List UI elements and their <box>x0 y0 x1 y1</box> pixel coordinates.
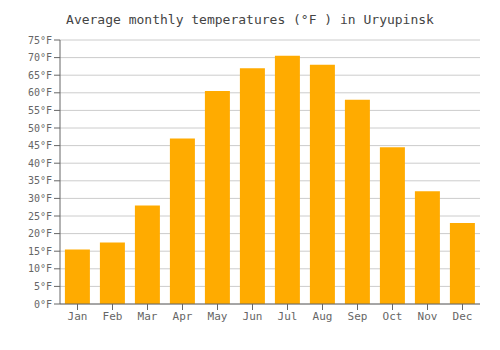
svg-text:Jul: Jul <box>278 310 298 323</box>
svg-text:0°F: 0°F <box>34 299 52 310</box>
svg-text:75°F: 75°F <box>28 35 52 46</box>
svg-text:30°F: 30°F <box>28 193 52 204</box>
svg-text:20°F: 20°F <box>28 228 52 239</box>
svg-text:Sep: Sep <box>348 310 368 323</box>
svg-text:Dec: Dec <box>453 310 473 323</box>
svg-text:15°F: 15°F <box>28 246 52 257</box>
svg-text:10°F: 10°F <box>28 263 52 274</box>
svg-text:Mar: Mar <box>138 310 158 323</box>
svg-text:45°F: 45°F <box>28 140 52 151</box>
svg-text:Jun: Jun <box>243 310 263 323</box>
svg-text:Nov: Nov <box>418 310 438 323</box>
svg-text:Apr: Apr <box>173 310 193 323</box>
svg-text:40°F: 40°F <box>28 158 52 169</box>
svg-text:Jan: Jan <box>68 310 88 323</box>
svg-text:Aug: Aug <box>313 310 333 323</box>
svg-text:5°F: 5°F <box>34 281 52 292</box>
svg-text:50°F: 50°F <box>28 123 52 134</box>
svg-text:Oct: Oct <box>383 310 403 323</box>
svg-text:Feb: Feb <box>103 310 123 323</box>
svg-text:65°F: 65°F <box>28 70 52 81</box>
svg-text:70°F: 70°F <box>28 52 52 63</box>
svg-text:55°F: 55°F <box>28 105 52 116</box>
svg-text:May: May <box>208 310 228 323</box>
svg-text:35°F: 35°F <box>28 175 52 186</box>
svg-text:25°F: 25°F <box>28 211 52 222</box>
html-text:Average monthly temperatures (: Average monthly temperatures (°F ) in Ur… <box>66 12 434 27</box>
svg-text:60°F: 60°F <box>28 87 52 98</box>
